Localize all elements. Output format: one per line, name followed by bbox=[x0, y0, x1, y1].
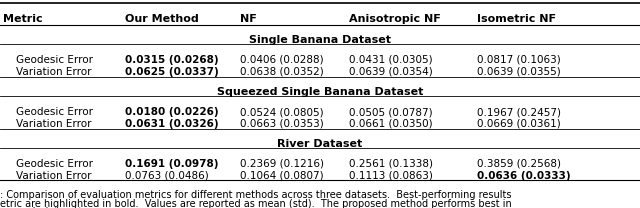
Text: Variation Error: Variation Error bbox=[16, 67, 92, 77]
Text: 0.0669 (0.0361): 0.0669 (0.0361) bbox=[477, 119, 561, 129]
Text: 0.0663 (0.0353): 0.0663 (0.0353) bbox=[240, 119, 324, 129]
Text: NF: NF bbox=[240, 14, 257, 24]
Text: Anisotropic NF: Anisotropic NF bbox=[349, 14, 440, 24]
Text: Squeezed Single Banana Dataset: Squeezed Single Banana Dataset bbox=[217, 87, 423, 97]
Text: Geodesic Error: Geodesic Error bbox=[16, 55, 93, 65]
Text: 0.0406 (0.0288): 0.0406 (0.0288) bbox=[240, 55, 324, 65]
Text: 0.0661 (0.0350): 0.0661 (0.0350) bbox=[349, 119, 433, 129]
Text: Isometric NF: Isometric NF bbox=[477, 14, 556, 24]
Text: Geodesic Error: Geodesic Error bbox=[16, 159, 93, 169]
Text: 0.0638 (0.0352): 0.0638 (0.0352) bbox=[240, 67, 324, 77]
Text: 0.0431 (0.0305): 0.0431 (0.0305) bbox=[349, 55, 433, 65]
Text: an each data set.: an each data set. bbox=[0, 207, 85, 208]
Text: Variation Error: Variation Error bbox=[16, 171, 92, 181]
Text: 0.0315 (0.0268): 0.0315 (0.0268) bbox=[125, 55, 218, 65]
Text: 0.1691 (0.0978): 0.1691 (0.0978) bbox=[125, 159, 218, 169]
Text: 0.0639 (0.0355): 0.0639 (0.0355) bbox=[477, 67, 561, 77]
Text: 0.0631 (0.0326): 0.0631 (0.0326) bbox=[125, 119, 218, 129]
Text: Our Method: Our Method bbox=[125, 14, 198, 24]
Text: : Comparison of evaluation metrics for different methods across three datasets. : : Comparison of evaluation metrics for d… bbox=[0, 190, 511, 200]
Text: 0.3859 (0.2568): 0.3859 (0.2568) bbox=[477, 159, 561, 169]
Text: Variation Error: Variation Error bbox=[16, 119, 92, 129]
Text: Single Banana Dataset: Single Banana Dataset bbox=[249, 35, 391, 45]
Text: 0.1064 (0.0807): 0.1064 (0.0807) bbox=[240, 171, 324, 181]
Text: 0.2561 (0.1338): 0.2561 (0.1338) bbox=[349, 159, 433, 169]
Text: 0.0639 (0.0354): 0.0639 (0.0354) bbox=[349, 67, 433, 77]
Text: 0.0505 (0.0787): 0.0505 (0.0787) bbox=[349, 107, 433, 117]
Text: 0.0524 (0.0805): 0.0524 (0.0805) bbox=[240, 107, 324, 117]
Text: etric are highlighted in bold.  Values are reported as mean (std).  The proposed: etric are highlighted in bold. Values ar… bbox=[0, 199, 512, 208]
Text: 0.0763 (0.0486): 0.0763 (0.0486) bbox=[125, 171, 209, 181]
Text: 0.0636 (0.0333): 0.0636 (0.0333) bbox=[477, 171, 570, 181]
Text: 0.2369 (0.1216): 0.2369 (0.1216) bbox=[240, 159, 324, 169]
Text: 0.0625 (0.0337): 0.0625 (0.0337) bbox=[125, 67, 218, 77]
Text: 0.0180 (0.0226): 0.0180 (0.0226) bbox=[125, 107, 218, 117]
Text: 0.0817 (0.1063): 0.0817 (0.1063) bbox=[477, 55, 561, 65]
Text: Geodesic Error: Geodesic Error bbox=[16, 107, 93, 117]
Text: Metric: Metric bbox=[3, 14, 43, 24]
Text: 0.1967 (0.2457): 0.1967 (0.2457) bbox=[477, 107, 561, 117]
Text: River Dataset: River Dataset bbox=[277, 139, 363, 149]
Text: 0.1113 (0.0863): 0.1113 (0.0863) bbox=[349, 171, 433, 181]
